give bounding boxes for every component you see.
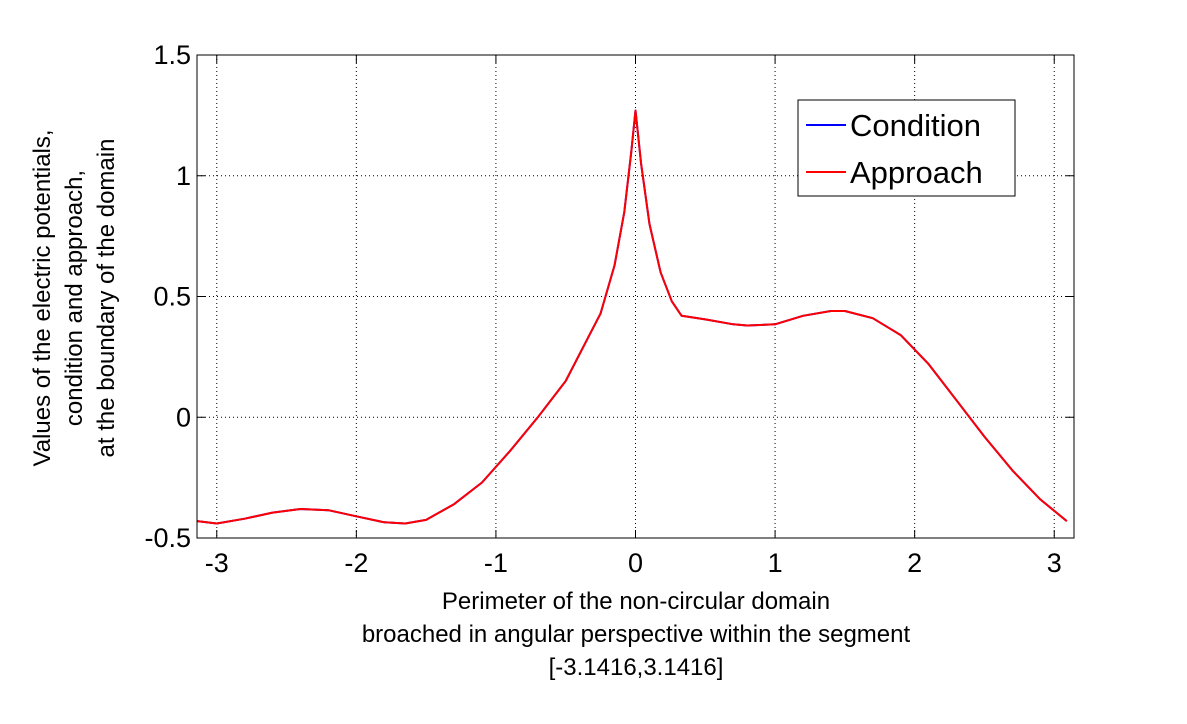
x-tick-label: 0 (628, 548, 643, 578)
x-tick-label: -1 (484, 548, 508, 578)
x-axis-label-line-1: Perimeter of the non-circular domain (442, 588, 830, 615)
x-axis-label-line-2: broached in angular perspective within t… (362, 621, 911, 648)
y-tick-labels: -0.5 0 0.5 1 1.5 (144, 40, 191, 553)
legend-label-approach: Approach (850, 155, 983, 190)
y-axis-label-line-3: at the boundary of the domain (93, 139, 120, 458)
series-lines (197, 109, 1068, 525)
y-tick-label: 1 (176, 161, 191, 191)
x-axis-label-line-3: [-3.1416,3.1416] (549, 654, 724, 681)
legend: Condition Approach (797, 99, 1016, 197)
series-line-approach (197, 109, 1068, 525)
x-tick-label: 2 (907, 548, 922, 578)
x-tick-labels: -3 -2 -1 0 1 2 3 (205, 548, 1062, 578)
x-tick-label: -3 (205, 548, 229, 578)
x-tick-label: 1 (768, 548, 783, 578)
ticks (197, 54, 1074, 539)
y-axis-label-line-2: condition and approach, (61, 170, 88, 426)
legend-box (797, 99, 1016, 197)
y-axis-label: Values of the electric potentials, condi… (29, 129, 120, 466)
x-tick-label: -2 (344, 548, 368, 578)
y-axis-label-line-1: Values of the electric potentials, (29, 129, 56, 466)
x-tick-label: 3 (1047, 548, 1062, 578)
legend-label-condition: Condition (850, 108, 981, 143)
y-tick-label: 0 (176, 402, 191, 432)
y-tick-label: 0.5 (153, 282, 191, 312)
y-tick-label: 1.5 (153, 40, 191, 70)
y-tick-label: -0.5 (144, 523, 191, 553)
